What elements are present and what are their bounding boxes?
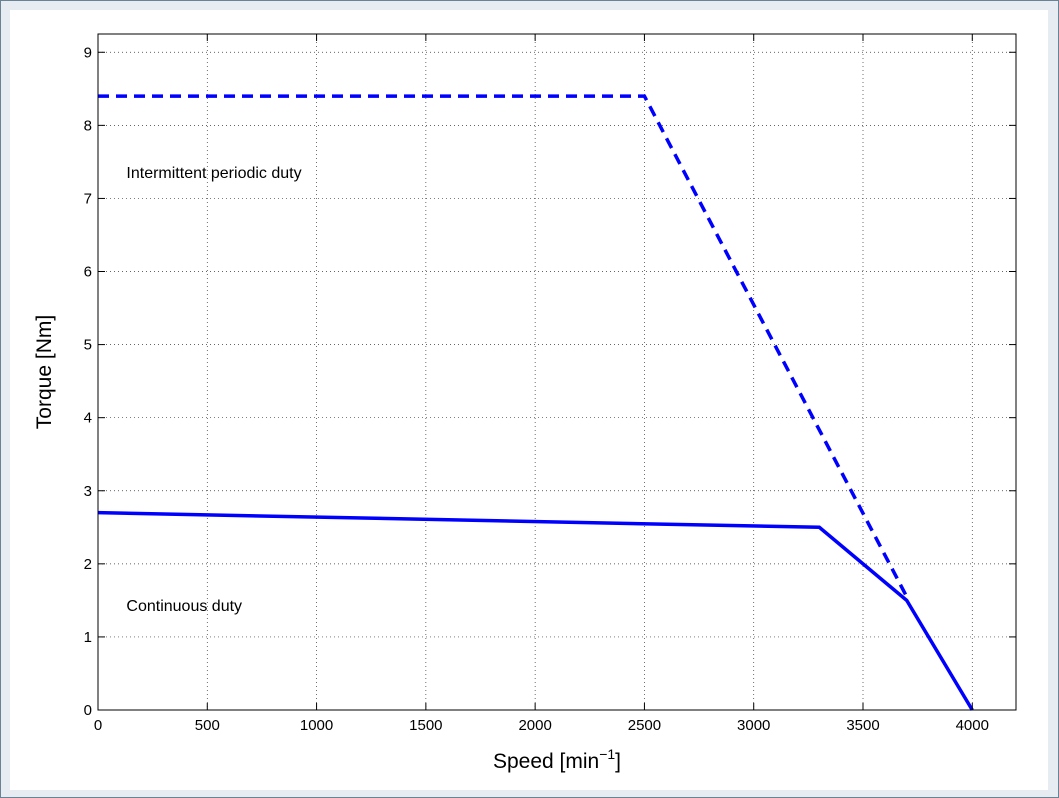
- y-tick-label: 2: [84, 556, 92, 573]
- annotations: Intermittent periodic duty Continuous dut…: [126, 165, 301, 615]
- x-axis-label: Speed [min−1]: [493, 746, 621, 773]
- continuous-duty-line: [97, 510, 974, 711]
- y-tick-label: 4: [84, 410, 92, 427]
- x-tick-label: 4000: [956, 717, 989, 734]
- x-tick-label: 3000: [737, 717, 770, 734]
- series-group: [97, 94, 974, 711]
- y-axis-label: Torque [Nm]: [33, 315, 56, 429]
- y-tick-label: 5: [84, 337, 92, 354]
- intermittent-duty-line: [98, 94, 909, 598]
- torque-speed-chart: 0 500 1000 1500 2000 2500 3000 3500 4000 0 1 2 3 4 5 6 7…: [33, 33, 1017, 773]
- y-tick-label: 7: [84, 190, 92, 207]
- grid-lines: [98, 34, 1016, 710]
- y-tick-label: 3: [84, 483, 92, 500]
- y-tick-label: 1: [84, 629, 92, 646]
- x-tick-label: 1500: [409, 717, 442, 734]
- annotation-intermittent-duty: Intermittent periodic duty: [126, 165, 301, 182]
- plot-frame: [97, 33, 1017, 711]
- x-tick-label: 0: [94, 717, 102, 734]
- x-tick-label: 500: [195, 717, 220, 734]
- y-tick-label: 9: [84, 44, 92, 61]
- annotation-continuous-duty: Continuous duty: [126, 598, 242, 615]
- y-tick-label: 0: [84, 702, 92, 719]
- x-tick-label: 2500: [628, 717, 661, 734]
- y-tick-label: 8: [84, 117, 92, 134]
- y-tick-label: 6: [84, 264, 92, 281]
- x-tick-label: 3500: [846, 717, 879, 734]
- x-tick-label: 1000: [300, 717, 333, 734]
- figure-canvas: 0 500 1000 1500 2000 2500 3000 3500 4000 0 1 2 3 4 5 6 7…: [10, 10, 1048, 790]
- x-tick-label: 2000: [518, 717, 551, 734]
- axis-ticks: 0 500 1000 1500 2000 2500 3000 3500 4000 0 1 2 3 4 5 6 7…: [84, 34, 1016, 734]
